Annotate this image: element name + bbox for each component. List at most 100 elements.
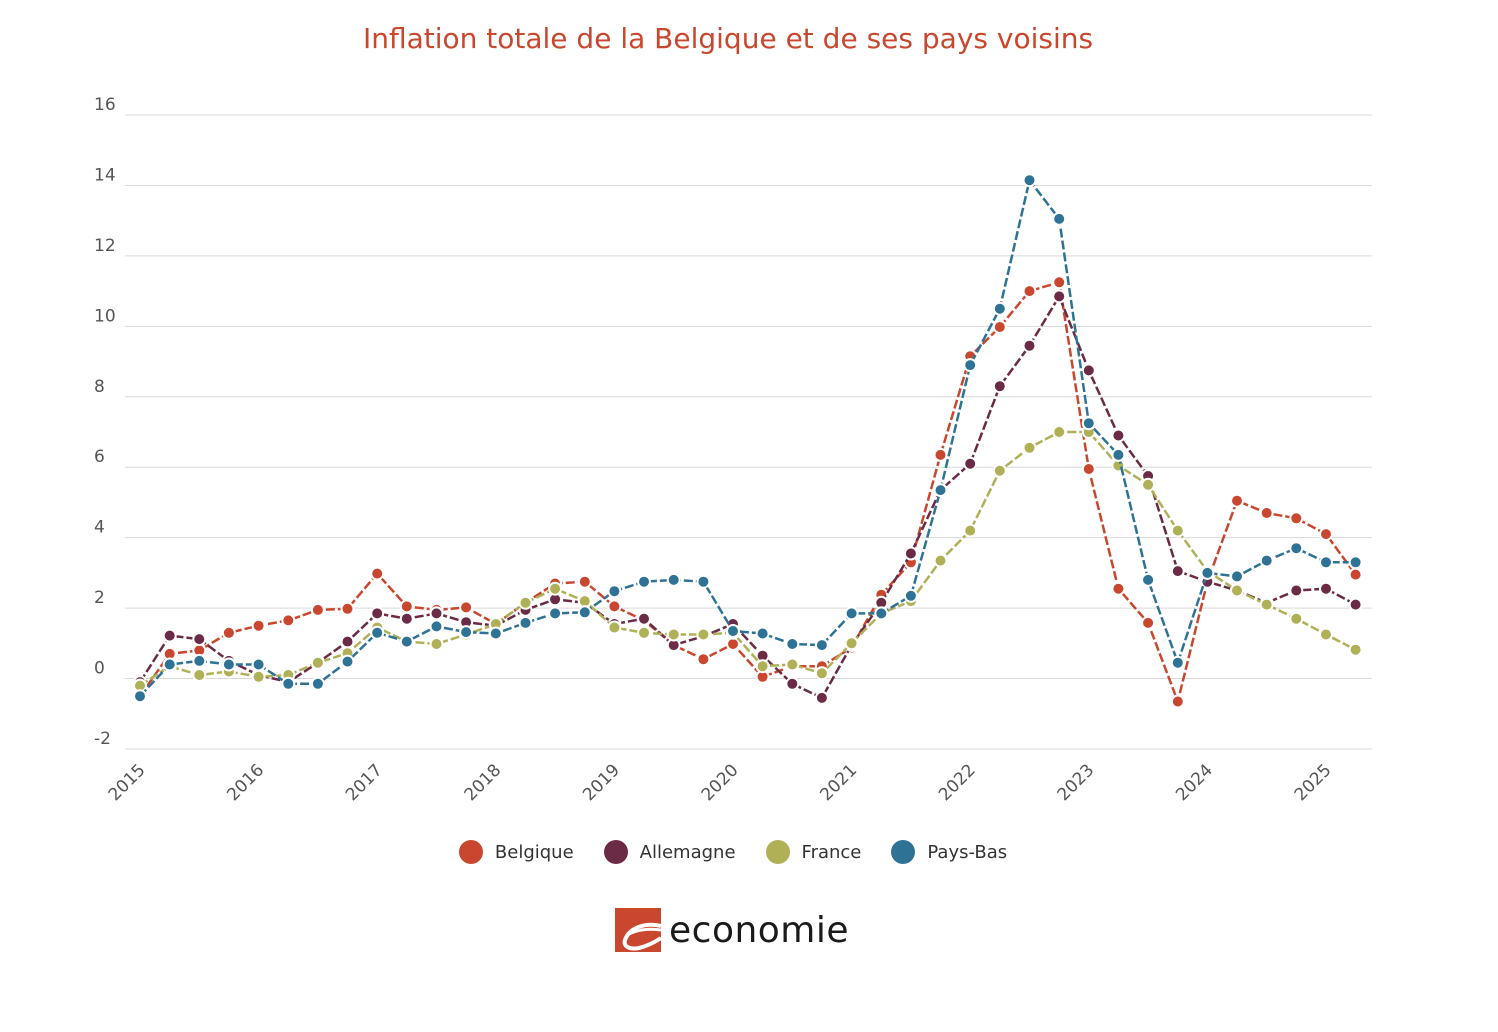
- data-point[interactable]: [251, 618, 266, 633]
- data-point[interactable]: [370, 566, 385, 581]
- data-point[interactable]: [1289, 511, 1304, 526]
- data-point[interactable]: [814, 666, 829, 681]
- data-point[interactable]: [903, 588, 918, 603]
- data-point[interactable]: [726, 624, 740, 638]
- data-point[interactable]: [1111, 581, 1126, 596]
- data-point[interactable]: [429, 619, 444, 634]
- data-point[interactable]: [459, 600, 474, 615]
- data-point[interactable]: [607, 584, 622, 599]
- data-point[interactable]: [1319, 581, 1333, 596]
- data-point[interactable]: [1348, 567, 1363, 582]
- data-point[interactable]: [429, 606, 444, 621]
- data-point[interactable]: [577, 574, 592, 589]
- data-point[interactable]: [310, 602, 325, 617]
- data-point[interactable]: [221, 657, 236, 672]
- data-point[interactable]: [399, 611, 414, 626]
- data-point[interactable]: [1348, 555, 1363, 570]
- data-point[interactable]: [814, 638, 829, 653]
- data-point[interactable]: [192, 632, 207, 647]
- data-point[interactable]: [281, 676, 296, 691]
- data-point[interactable]: [933, 553, 948, 568]
- data-point[interactable]: [844, 636, 859, 651]
- data-point[interactable]: [755, 626, 770, 641]
- data-point[interactable]: [1230, 569, 1244, 584]
- data-point[interactable]: [963, 456, 978, 471]
- data-point[interactable]: [992, 320, 1007, 334]
- data-point[interactable]: [755, 659, 770, 674]
- data-point[interactable]: [1289, 611, 1304, 626]
- data-point[interactable]: [340, 601, 355, 616]
- data-point[interactable]: [874, 606, 889, 621]
- data-point[interactable]: [607, 599, 622, 614]
- data-point[interactable]: [1022, 284, 1037, 299]
- data-point[interactable]: [963, 358, 978, 373]
- data-point[interactable]: [992, 463, 1007, 478]
- data-point[interactable]: [785, 637, 800, 651]
- data-point[interactable]: [1111, 447, 1126, 462]
- data-point[interactable]: [251, 657, 266, 672]
- data-point[interactable]: [1319, 527, 1333, 542]
- data-point[interactable]: [192, 668, 207, 682]
- data-point[interactable]: [637, 625, 651, 640]
- data-point[interactable]: [637, 611, 651, 626]
- data-point[interactable]: [1141, 477, 1156, 492]
- data-point[interactable]: [1348, 597, 1363, 612]
- data-point[interactable]: [133, 689, 147, 704]
- data-point[interactable]: [518, 615, 533, 630]
- data-point[interactable]: [666, 572, 681, 587]
- data-point[interactable]: [785, 657, 800, 672]
- data-point[interactable]: [1052, 211, 1067, 226]
- data-point[interactable]: [696, 652, 711, 667]
- data-point[interactable]: [192, 653, 207, 668]
- data-point[interactable]: [1022, 338, 1037, 353]
- data-point[interactable]: [1081, 363, 1096, 378]
- data-point[interactable]: [429, 637, 444, 651]
- data-point[interactable]: [1141, 615, 1156, 630]
- data-point[interactable]: [162, 628, 177, 643]
- data-point[interactable]: [1081, 462, 1096, 476]
- data-point[interactable]: [666, 627, 681, 642]
- data-point[interactable]: [340, 634, 355, 649]
- data-point[interactable]: [1052, 425, 1067, 439]
- data-point[interactable]: [310, 676, 325, 691]
- data-point[interactable]: [1081, 416, 1096, 431]
- data-point[interactable]: [814, 690, 829, 705]
- data-point[interactable]: [1348, 642, 1363, 657]
- data-point[interactable]: [548, 606, 563, 621]
- data-point[interactable]: [696, 574, 711, 589]
- data-point[interactable]: [933, 483, 948, 498]
- data-point[interactable]: [1289, 583, 1304, 598]
- data-point[interactable]: [637, 574, 651, 589]
- data-point[interactable]: [1230, 493, 1244, 508]
- legend-item-belgique[interactable]: Belgique: [458, 840, 574, 864]
- data-point[interactable]: [1022, 173, 1037, 188]
- data-point[interactable]: [1170, 655, 1185, 670]
- legend-item-pays-bas[interactable]: Pays-Bas: [891, 840, 1007, 864]
- data-point[interactable]: [696, 627, 711, 642]
- data-point[interactable]: [1170, 694, 1185, 709]
- data-point[interactable]: [1200, 565, 1215, 580]
- legend-item-allemagne[interactable]: Allemagne: [603, 840, 736, 864]
- data-point[interactable]: [1259, 553, 1274, 568]
- data-point[interactable]: [1319, 627, 1333, 642]
- data-point[interactable]: [1170, 564, 1185, 579]
- data-point[interactable]: [459, 625, 474, 640]
- data-point[interactable]: [488, 626, 503, 641]
- data-point[interactable]: [1230, 583, 1244, 598]
- data-point[interactable]: [1289, 541, 1304, 556]
- data-point[interactable]: [1141, 572, 1156, 587]
- data-point[interactable]: [518, 595, 533, 610]
- data-point[interactable]: [1170, 523, 1185, 538]
- data-point[interactable]: [607, 620, 622, 635]
- data-point[interactable]: [340, 654, 355, 669]
- data-point[interactable]: [399, 599, 414, 614]
- data-point[interactable]: [992, 301, 1007, 316]
- data-point[interactable]: [221, 625, 236, 640]
- data-point[interactable]: [933, 447, 948, 462]
- data-point[interactable]: [1259, 597, 1274, 612]
- data-point[interactable]: [310, 655, 325, 670]
- legend-item-france[interactable]: France: [765, 840, 861, 864]
- data-point[interactable]: [162, 657, 177, 672]
- data-point[interactable]: [785, 676, 800, 691]
- data-point[interactable]: [399, 634, 414, 649]
